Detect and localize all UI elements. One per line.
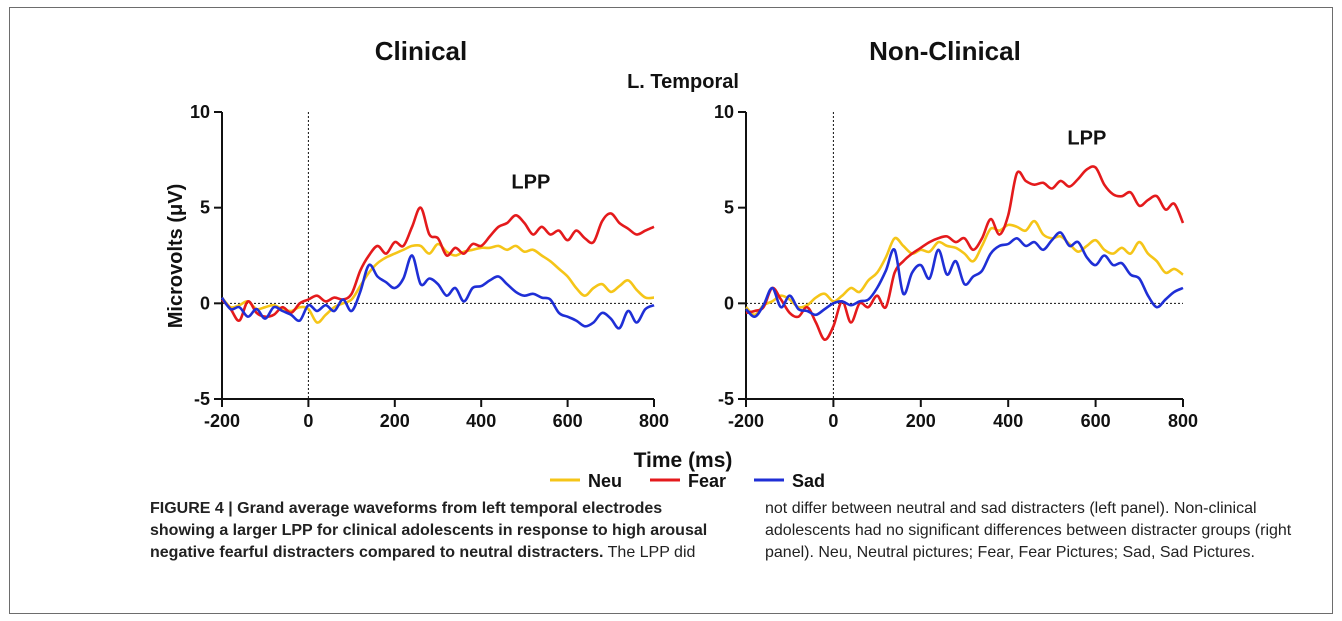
panel-title: Clinical	[375, 36, 467, 66]
x-tick-label: 200	[380, 411, 410, 431]
series-line-fear	[221, 206, 655, 322]
x-tick-label: 800	[1168, 411, 1198, 431]
x-axis-title: Time (ms)	[634, 449, 733, 472]
series-line-sad	[745, 231, 1184, 318]
x-tick-label: 800	[639, 411, 669, 431]
figure-subtitle: L. Temporal	[627, 71, 739, 93]
panel-title: Non-Clinical	[869, 36, 1021, 66]
x-tick-label: -200	[728, 411, 764, 431]
y-tick-label: 5	[200, 198, 210, 218]
lpp-annotation: LPP	[511, 172, 550, 194]
x-tick-label: 600	[1081, 411, 1111, 431]
caption-left-column: FIGURE 4 | Grand average waveforms from …	[150, 498, 720, 564]
caption-right-column: not differ between neutral and sad distr…	[765, 498, 1335, 564]
legend-label-fear: Fear	[688, 471, 726, 488]
panel-non-clinical	[738, 111, 1185, 407]
x-tick-label: 0	[828, 411, 838, 431]
caption-text-left: The LPP did	[603, 544, 696, 561]
x-tick-label: -200	[204, 411, 240, 431]
y-tick-label: -5	[718, 389, 734, 409]
panel-clinical	[214, 111, 655, 407]
y-axis-title: Microvolts (μV)	[165, 184, 187, 328]
lpp-annotation: LPP	[1067, 128, 1106, 150]
series-line-fear	[745, 165, 1185, 341]
legend-label-neu: Neu	[588, 471, 622, 488]
figure-canvas: Clinical -5 0 5 10 -200 0 200 400 600 800 LPP Non-Cl…	[165, 36, 1198, 488]
x-tick-label: 400	[466, 411, 496, 431]
y-tick-label: 10	[190, 102, 210, 122]
x-tick-label: 200	[906, 411, 936, 431]
y-tick-label: 10	[714, 102, 734, 122]
y-tick-label: 0	[724, 293, 734, 313]
caption-bold-lead: FIGURE 4 | Grand average waveforms from …	[150, 500, 708, 561]
figure-frame: Clinical -5 0 5 10 -200 0 200 400 600 800 LPP Non-Cl…	[9, 7, 1333, 614]
series-line-neu	[745, 219, 1184, 317]
y-tick-label: 5	[724, 198, 734, 218]
series-line-sad	[220, 254, 655, 330]
y-tick-label: 0	[200, 293, 210, 313]
y-tick-label: -5	[194, 389, 210, 409]
legend-label-sad: Sad	[792, 471, 825, 488]
figure-caption: FIGURE 4 | Grand average waveforms from …	[150, 498, 1335, 564]
x-tick-label: 600	[553, 411, 583, 431]
x-tick-label: 0	[303, 411, 313, 431]
x-tick-label: 400	[993, 411, 1023, 431]
caption-text-right: not differ between neutral and sad distr…	[765, 500, 1292, 561]
